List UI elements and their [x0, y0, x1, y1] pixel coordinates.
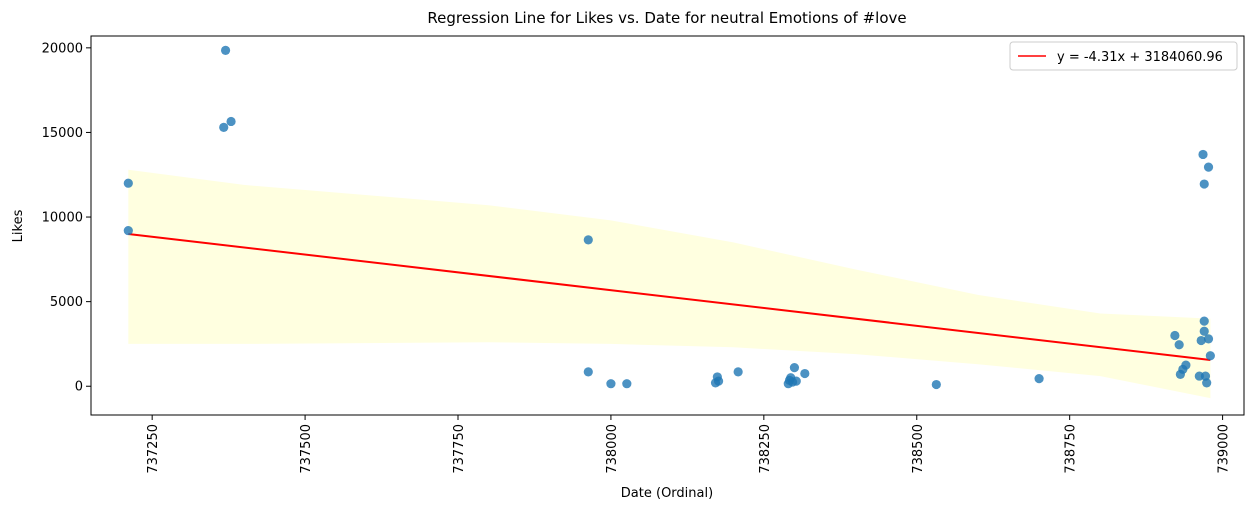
scatter-point: [931, 379, 941, 390]
x-tick-label: 738000: [605, 424, 620, 474]
confidence-band: [128, 169, 1211, 399]
scatter-point: [1034, 374, 1044, 384]
x-tick-label: 737250: [146, 424, 161, 474]
scatter-point: [606, 379, 616, 389]
x-tick-label: 738750: [1064, 424, 1079, 474]
legend: y = -4.31x + 3184060.96: [1009, 41, 1238, 71]
legend-box: [1009, 41, 1238, 71]
regression-line: [128, 232, 1211, 362]
y-tick-label: 0: [75, 380, 83, 395]
scatter-point: [713, 376, 724, 386]
scatter-points-layer: [123, 45, 1215, 390]
scatter-point: [1202, 378, 1212, 388]
scatter-point: [800, 368, 810, 379]
scatter-point: [1198, 149, 1208, 160]
scatter-point: [1199, 316, 1209, 326]
y-tick-label: 5000: [50, 295, 83, 310]
confidence-band-layer: [128, 169, 1211, 399]
scatter-point: [1181, 360, 1191, 370]
scatter-point: [1170, 330, 1180, 341]
legend-label: y = -4.31x + 3184060.96: [1057, 50, 1223, 65]
regression-line-layer: [128, 232, 1211, 362]
scatter-point: [1205, 351, 1215, 361]
x-tick-label: 737500: [299, 424, 314, 474]
y-tick-label: 20000: [42, 41, 83, 56]
scatter-point: [123, 225, 133, 236]
scatter-point: [1199, 326, 1209, 336]
x-axis-label: Date (Ordinal): [621, 486, 713, 501]
scatter-point: [1199, 179, 1209, 189]
chart-title: Regression Line for Likes vs. Date for n…: [427, 9, 906, 27]
x-tick-label: 738250: [758, 424, 773, 474]
scatter-point: [1196, 335, 1206, 346]
scatter-point: [1203, 162, 1214, 172]
scatter-point: [789, 363, 800, 373]
y-tick-label: 10000: [42, 211, 83, 226]
x-tick-label: 738500: [911, 424, 926, 474]
scatter-point: [226, 116, 236, 127]
scatter-point: [1174, 340, 1184, 350]
y-tick-label: 15000: [42, 126, 83, 141]
x-axis-ticks: 737250 737500 737750 738000 738250 738500 7387…: [146, 415, 1232, 474]
x-tick-label: 737750: [452, 424, 467, 474]
scatter-point: [1203, 334, 1214, 344]
x-tick-label: 739000: [1217, 424, 1232, 474]
scatter-point: [583, 235, 593, 245]
scatter-point: [220, 45, 231, 55]
scatter-point: [733, 367, 743, 377]
y-axis-ticks: 0 5000 10000 15000 20000: [42, 41, 91, 395]
scatter-point: [791, 376, 801, 386]
scatter-point: [123, 178, 133, 188]
y-axis-label: Likes: [11, 209, 26, 242]
scatter-point: [622, 379, 632, 389]
plot-frame: [90, 35, 1245, 416]
scatter-point: [583, 367, 593, 377]
axes: [90, 35, 1245, 416]
scatter-point: [219, 122, 229, 132]
